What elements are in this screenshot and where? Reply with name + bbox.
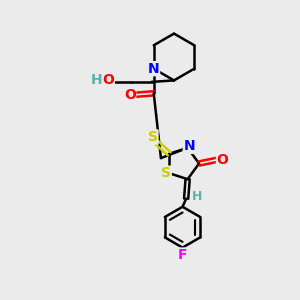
Text: O: O [124, 88, 136, 102]
Text: N: N [183, 139, 195, 153]
Text: N: N [148, 62, 160, 76]
Text: H: H [191, 190, 202, 203]
Text: S: S [148, 130, 158, 144]
Text: S: S [161, 166, 171, 180]
Text: F: F [178, 248, 187, 262]
Text: H: H [91, 74, 102, 87]
Text: O: O [102, 74, 114, 87]
Text: O: O [217, 153, 228, 167]
